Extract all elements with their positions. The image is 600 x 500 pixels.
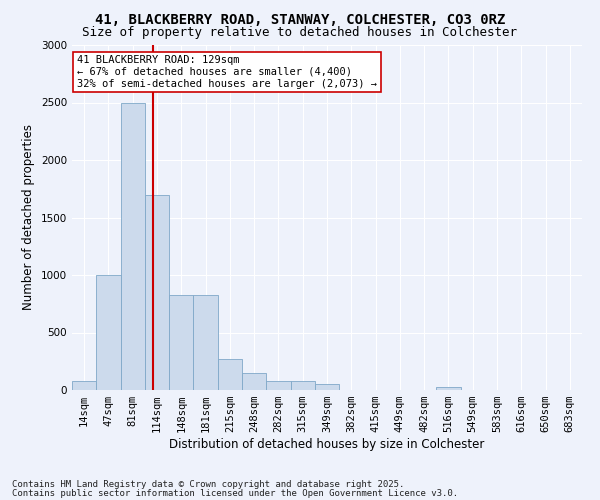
Text: 41, BLACKBERRY ROAD, STANWAY, COLCHESTER, CO3 0RZ: 41, BLACKBERRY ROAD, STANWAY, COLCHESTER… — [95, 12, 505, 26]
Bar — [145, 194, 169, 390]
Text: Contains public sector information licensed under the Open Government Licence v3: Contains public sector information licen… — [12, 488, 458, 498]
Bar — [315, 384, 339, 390]
Y-axis label: Number of detached properties: Number of detached properties — [22, 124, 35, 310]
Text: Size of property relative to detached houses in Colchester: Size of property relative to detached ho… — [83, 26, 517, 39]
Text: 41 BLACKBERRY ROAD: 129sqm
← 67% of detached houses are smaller (4,400)
32% of s: 41 BLACKBERRY ROAD: 129sqm ← 67% of deta… — [77, 56, 377, 88]
X-axis label: Distribution of detached houses by size in Colchester: Distribution of detached houses by size … — [169, 438, 485, 451]
Text: Contains HM Land Registry data © Crown copyright and database right 2025.: Contains HM Land Registry data © Crown c… — [12, 480, 404, 489]
Bar — [169, 294, 193, 390]
Bar — [193, 294, 218, 390]
Bar — [242, 373, 266, 390]
Bar — [266, 381, 290, 390]
Bar — [96, 275, 121, 390]
Bar — [290, 381, 315, 390]
Bar — [121, 102, 145, 390]
Bar — [218, 359, 242, 390]
Bar — [72, 382, 96, 390]
Bar — [436, 386, 461, 390]
